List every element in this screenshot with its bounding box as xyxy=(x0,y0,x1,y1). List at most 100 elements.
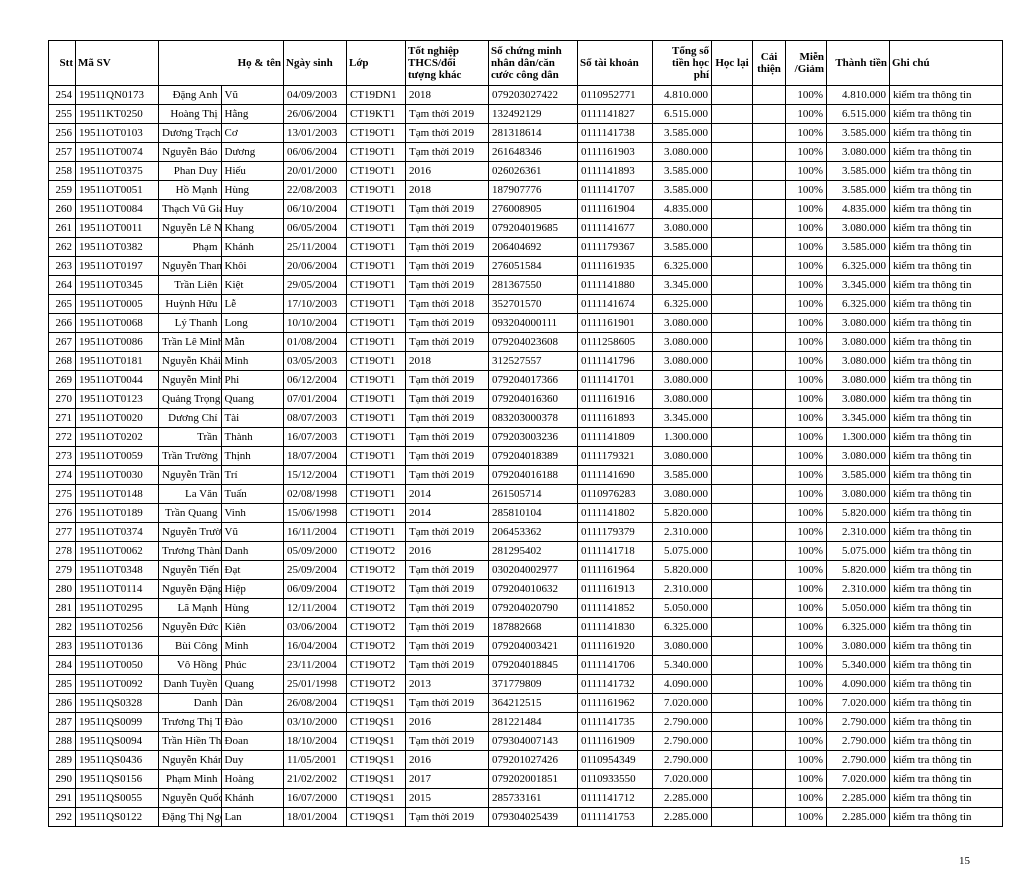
cell xyxy=(712,390,753,409)
cell: Lý Thanh xyxy=(159,314,222,333)
table-row: 26219511OT0382PhạmKhánh25/11/2004CT19OT1… xyxy=(49,238,1003,257)
cell: 2016 xyxy=(406,713,489,732)
cell: 3.585.000 xyxy=(827,466,890,485)
cell: 0111141706 xyxy=(578,656,653,675)
cell: 19511QS0099 xyxy=(76,713,159,732)
cell: 0111141893 xyxy=(578,162,653,181)
cell: Khôi xyxy=(221,257,284,276)
table-row: 28919511QS0436Nguyễn KhánhDuy11/05/2001C… xyxy=(49,751,1003,770)
cell xyxy=(712,675,753,694)
cell: CT19OT2 xyxy=(347,580,406,599)
cell: kiểm tra thông tin xyxy=(890,238,1003,257)
cell: Tạm thời 2019 xyxy=(406,371,489,390)
cell: kiểm tra thông tin xyxy=(890,542,1003,561)
cell: Tạm thời 2018 xyxy=(406,295,489,314)
cell: 100% xyxy=(786,732,827,751)
cell: 264 xyxy=(49,276,76,295)
cell: 3.345.000 xyxy=(827,409,890,428)
cell: 3.080.000 xyxy=(653,333,712,352)
cell: 3.080.000 xyxy=(653,143,712,162)
cell: 187907776 xyxy=(489,181,578,200)
cell: 5.075.000 xyxy=(827,542,890,561)
cell: 0111161893 xyxy=(578,409,653,428)
cell: 0111141674 xyxy=(578,295,653,314)
cell: 11/05/2001 xyxy=(284,751,347,770)
cell: 19511OT0086 xyxy=(76,333,159,352)
cell: kiểm tra thông tin xyxy=(890,219,1003,238)
cell: 100% xyxy=(786,409,827,428)
cell: kiểm tra thông tin xyxy=(890,637,1003,656)
cell: Nguyễn Trường xyxy=(159,523,222,542)
cell: 2.285.000 xyxy=(653,808,712,827)
cell: 0111141852 xyxy=(578,599,653,618)
table-row: 27619511OT0189Trần QuangVinh15/06/1998CT… xyxy=(49,504,1003,523)
cell: 3.080.000 xyxy=(827,371,890,390)
cell: 03/10/2000 xyxy=(284,713,347,732)
cell: kiểm tra thông tin xyxy=(890,314,1003,333)
cell: 19511OT0044 xyxy=(76,371,159,390)
cell: 19511QS0328 xyxy=(76,694,159,713)
cell: 6.325.000 xyxy=(827,618,890,637)
cell: CT19OT1 xyxy=(347,447,406,466)
cell xyxy=(753,200,786,219)
cell: 2.310.000 xyxy=(653,580,712,599)
cell: CT19OT1 xyxy=(347,124,406,143)
cell: 100% xyxy=(786,580,827,599)
cell: Hoàng Thị xyxy=(159,105,222,124)
cell xyxy=(753,694,786,713)
cell: 277 xyxy=(49,523,76,542)
table-row: 26419511OT0345Trần LiênKiệt29/05/2004CT1… xyxy=(49,276,1003,295)
cell: 0111161962 xyxy=(578,694,653,713)
cell: kiểm tra thông tin xyxy=(890,333,1003,352)
cell: 281318614 xyxy=(489,124,578,143)
cell: CT19OT1 xyxy=(347,276,406,295)
cell: Trần Liên xyxy=(159,276,222,295)
cell: 4.810.000 xyxy=(827,86,890,105)
cell: CT19OT2 xyxy=(347,599,406,618)
table-row: 26619511OT0068Lý ThanhLong10/10/2004CT19… xyxy=(49,314,1003,333)
cell: Minh xyxy=(221,637,284,656)
cell: 7.020.000 xyxy=(827,694,890,713)
cell: 100% xyxy=(786,751,827,770)
cell: 5.820.000 xyxy=(653,504,712,523)
cell: 0111141796 xyxy=(578,352,653,371)
cell: 7.020.000 xyxy=(827,770,890,789)
cell: 5.050.000 xyxy=(827,599,890,618)
cell: 2.310.000 xyxy=(653,523,712,542)
cell: 0111179379 xyxy=(578,523,653,542)
cell xyxy=(712,143,753,162)
cell: 3.080.000 xyxy=(653,390,712,409)
cell xyxy=(753,656,786,675)
cell: kiểm tra thông tin xyxy=(890,86,1003,105)
cell: 19511OT0136 xyxy=(76,637,159,656)
cell: kiểm tra thông tin xyxy=(890,485,1003,504)
cell: Dàn xyxy=(221,694,284,713)
table-row: 29119511QS0055Nguyễn QuốcKhánh16/07/2000… xyxy=(49,789,1003,808)
cell: 100% xyxy=(786,618,827,637)
cell: 312527557 xyxy=(489,352,578,371)
cell: 2.790.000 xyxy=(653,713,712,732)
cell: 13/01/2003 xyxy=(284,124,347,143)
cell: 19511OT0103 xyxy=(76,124,159,143)
cell: 265 xyxy=(49,295,76,314)
cell xyxy=(712,580,753,599)
cell: 079304025439 xyxy=(489,808,578,827)
cell: 100% xyxy=(786,181,827,200)
cell: kiểm tra thông tin xyxy=(890,561,1003,580)
cell: 100% xyxy=(786,257,827,276)
cell: Hùng xyxy=(221,599,284,618)
cell: 100% xyxy=(786,276,827,295)
cell: CT19OT2 xyxy=(347,675,406,694)
cell: 2016 xyxy=(406,162,489,181)
cell: 289 xyxy=(49,751,76,770)
cell: Trần Hiền Thục xyxy=(159,732,222,751)
cell: 269 xyxy=(49,371,76,390)
cell: 2016 xyxy=(406,542,489,561)
cell: Tạm thời 2019 xyxy=(406,618,489,637)
cell: Nguyễn Bảo xyxy=(159,143,222,162)
cell: CT19OT1 xyxy=(347,428,406,447)
table-row: 25519511KT0250Hoàng ThịHằng26/06/2004CT1… xyxy=(49,105,1003,124)
cell: 06/09/2004 xyxy=(284,580,347,599)
cell xyxy=(753,314,786,333)
col-cmnd: Số chứng minh nhân dân/căn cước công dân xyxy=(489,41,578,86)
